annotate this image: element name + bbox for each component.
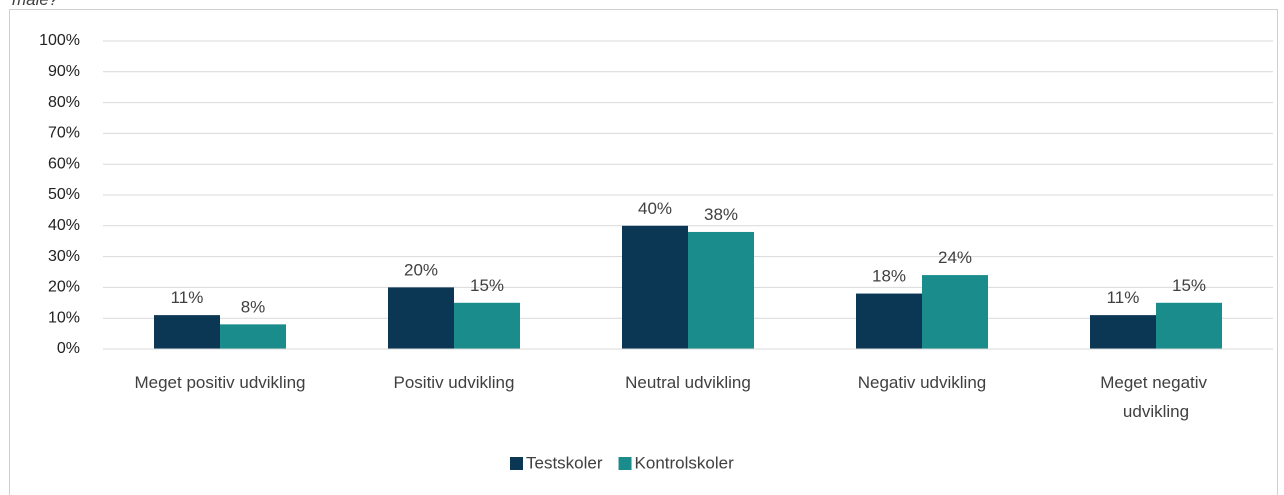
data-label: 24% xyxy=(938,248,972,267)
x-tick-label: Positiv udvikling xyxy=(394,373,515,392)
legend-swatch xyxy=(618,457,632,470)
x-tick-label: Negativ udvikling xyxy=(858,373,987,392)
bar xyxy=(1090,315,1156,349)
x-tick-label: Meget negativ udvikling xyxy=(1100,373,1212,421)
bar xyxy=(154,315,220,349)
data-label: 15% xyxy=(470,276,504,295)
x-tick-label: Neutral udvikling xyxy=(625,373,751,392)
y-tick-label: 10% xyxy=(48,309,80,326)
y-tick-label: 70% xyxy=(48,125,80,142)
y-tick-label: 0% xyxy=(57,340,80,357)
y-tick-label: 50% xyxy=(48,186,80,203)
legend-label: Testskoler xyxy=(526,453,603,472)
y-tick-label: 40% xyxy=(48,217,80,234)
data-label: 11% xyxy=(171,288,204,307)
bar xyxy=(922,275,988,349)
bar xyxy=(1156,302,1222,349)
bar xyxy=(688,231,754,349)
y-tick-label: 80% xyxy=(48,94,80,111)
bar xyxy=(856,293,922,349)
x-tick-label: Meget positiv udvikling xyxy=(134,373,305,392)
data-label: 20% xyxy=(404,260,438,279)
y-tick-label: 20% xyxy=(48,279,80,296)
legend-label: Kontrolskoler xyxy=(635,453,735,472)
bar xyxy=(622,225,688,349)
y-tick-label: 30% xyxy=(48,248,80,265)
legend-swatch xyxy=(510,457,523,470)
data-label: 40% xyxy=(638,199,672,218)
data-label: 38% xyxy=(704,205,738,224)
y-tick-label: 60% xyxy=(48,155,80,172)
data-label: 18% xyxy=(872,267,906,286)
data-label: 15% xyxy=(1172,276,1206,295)
chart-title: måle? xyxy=(12,0,59,9)
bar xyxy=(454,302,520,349)
bar xyxy=(388,287,454,349)
data-label: 8% xyxy=(241,297,266,316)
y-tick-label: 100% xyxy=(39,32,80,49)
data-label: 11% xyxy=(1107,288,1140,307)
y-tick-label: 90% xyxy=(48,63,80,80)
bar xyxy=(220,324,286,349)
